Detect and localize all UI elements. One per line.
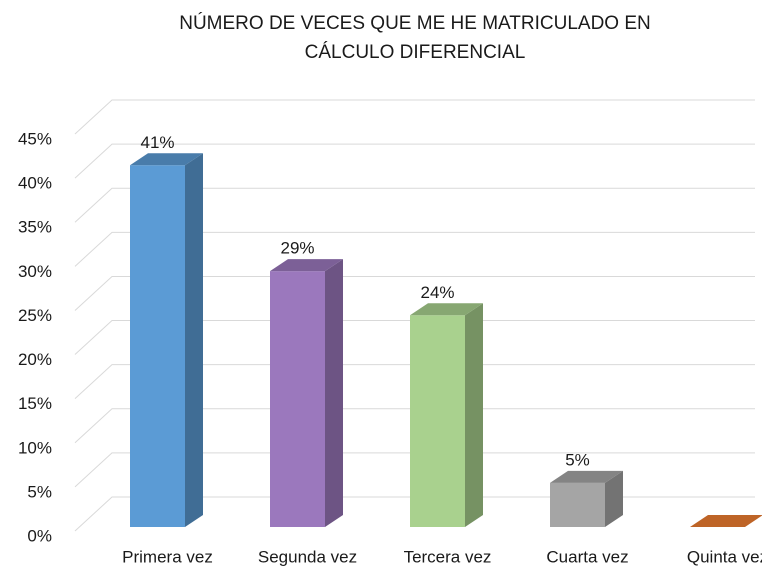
bar-top bbox=[270, 259, 343, 272]
data-label: 29% bbox=[280, 239, 314, 258]
bar-side bbox=[185, 153, 203, 528]
x-tick-label: Cuarta vez bbox=[546, 547, 628, 566]
y-tick-label: 35% bbox=[18, 218, 52, 237]
data-label: 24% bbox=[420, 283, 454, 302]
y-tick-label: 25% bbox=[18, 306, 52, 325]
grid-line bbox=[74, 364, 755, 400]
y-tick-label: 15% bbox=[18, 394, 52, 413]
grid-line bbox=[74, 275, 755, 311]
bar bbox=[690, 515, 762, 527]
bar-top bbox=[690, 515, 762, 527]
bar-side bbox=[465, 303, 483, 527]
bar-front bbox=[550, 482, 605, 527]
bar bbox=[130, 153, 203, 528]
y-tick-label: 30% bbox=[18, 262, 52, 281]
y-tick-label: 10% bbox=[18, 438, 52, 457]
bar-top bbox=[550, 470, 623, 483]
bar-top bbox=[130, 153, 203, 166]
y-tick-label: 5% bbox=[27, 482, 52, 501]
x-tick-label: Segunda vez bbox=[258, 547, 357, 566]
bar-front bbox=[130, 165, 185, 528]
bar-top bbox=[410, 303, 483, 316]
grid-line bbox=[74, 99, 755, 135]
x-tick-label: Primera vez bbox=[122, 547, 213, 566]
grid-line bbox=[74, 496, 755, 532]
bar-side bbox=[325, 259, 343, 527]
bar bbox=[550, 470, 623, 527]
bar-front bbox=[270, 271, 325, 527]
grid-line bbox=[74, 408, 755, 444]
bar bbox=[270, 259, 343, 527]
bar-side bbox=[605, 470, 623, 527]
x-tick-label: Tercera vez bbox=[404, 547, 492, 566]
x-tick-label: Quinta vez bbox=[687, 547, 762, 566]
grid-line bbox=[74, 187, 755, 223]
grid-line bbox=[74, 452, 755, 488]
y-tick-label: 20% bbox=[18, 350, 52, 369]
data-label: 41% bbox=[140, 133, 174, 152]
y-tick-label: 0% bbox=[27, 526, 52, 545]
data-label: 5% bbox=[565, 450, 590, 469]
grid-line bbox=[74, 143, 755, 179]
bar bbox=[410, 303, 483, 527]
y-tick-label: 45% bbox=[18, 129, 52, 148]
grid-line bbox=[74, 231, 755, 267]
chart-title: CÁLCULO DIFERENCIAL bbox=[305, 42, 526, 63]
grid-line bbox=[74, 320, 755, 355]
y-tick-label: 40% bbox=[18, 174, 52, 193]
chart-title: NÚMERO DE VECES QUE ME HE MATRICULADO EN bbox=[179, 12, 651, 34]
bar-front bbox=[410, 315, 465, 527]
